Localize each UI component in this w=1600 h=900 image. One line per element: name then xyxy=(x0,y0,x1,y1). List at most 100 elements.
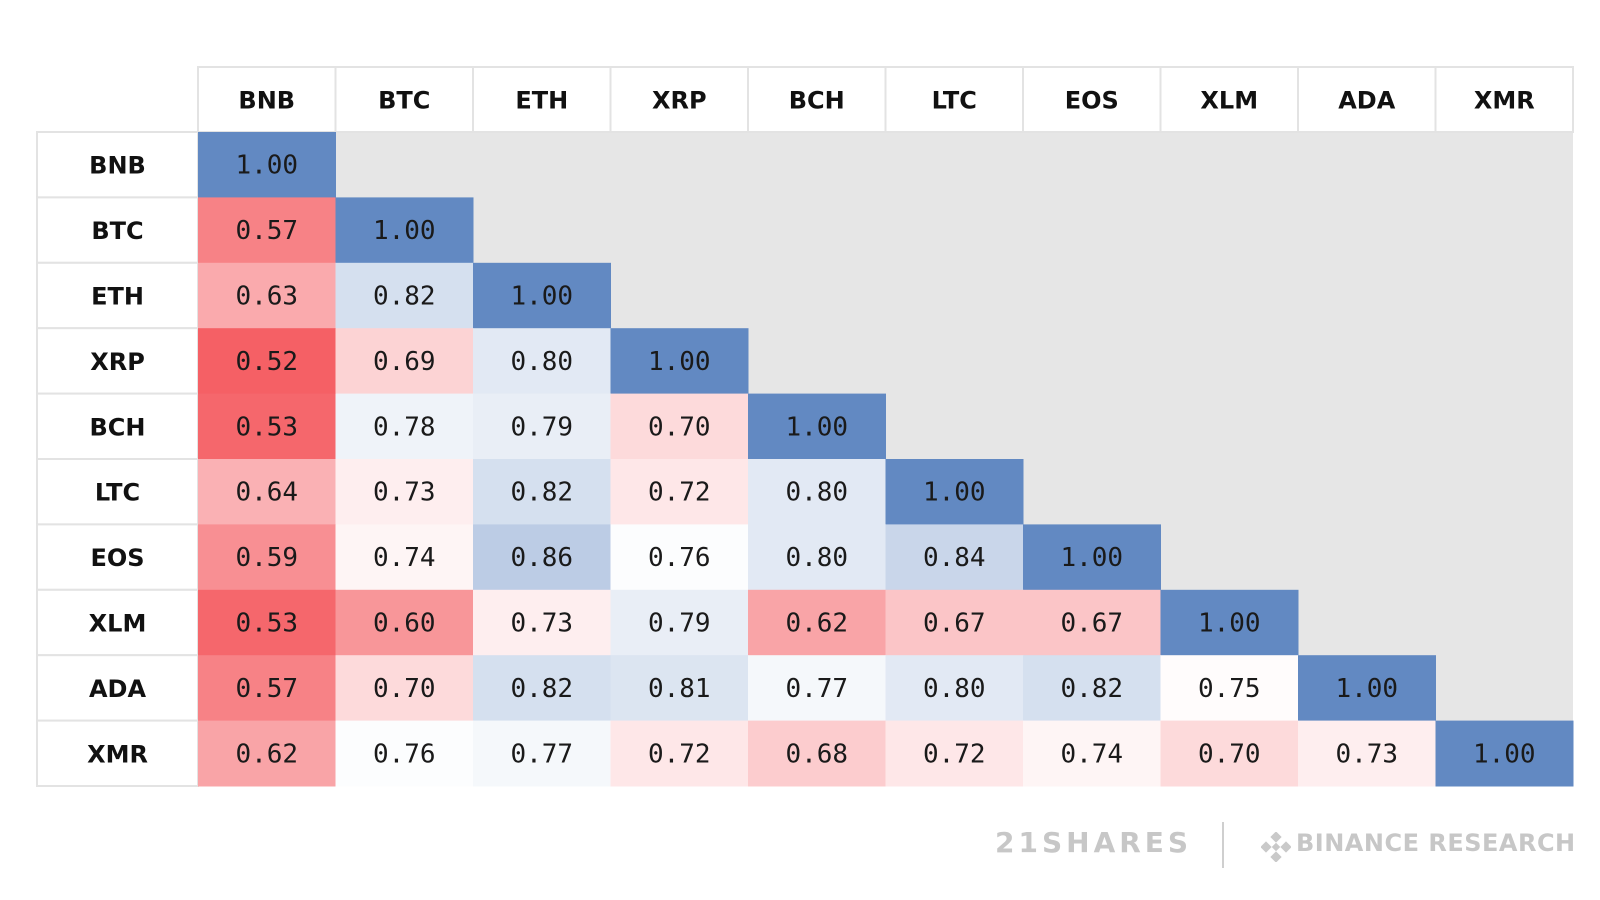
row-header-xmr: XMR xyxy=(87,740,148,768)
column-header-bch: BCH xyxy=(789,87,845,115)
column-header-eos: EOS xyxy=(1065,87,1119,115)
cell-value-label: 0.76 xyxy=(373,739,436,769)
cell-value-label: 0.52 xyxy=(235,347,298,377)
cell-value-label: 0.63 xyxy=(235,282,298,312)
heatmap-cell xyxy=(335,524,474,591)
heatmap-cell xyxy=(885,720,1024,787)
heatmap-cell xyxy=(198,393,336,460)
heatmap-cell xyxy=(610,393,749,460)
column-header-ada: ADA xyxy=(1338,87,1395,115)
cell-value-label: 1.00 xyxy=(923,478,986,508)
column-header-cell xyxy=(1159,66,1299,133)
heatmap-cell xyxy=(610,524,749,591)
cell-value-label: 1.00 xyxy=(648,347,711,377)
cell-value-label: 0.80 xyxy=(923,674,986,704)
heatmap-cell xyxy=(885,655,1024,722)
cell-value-label: 1.00 xyxy=(1060,543,1123,573)
cell-value-label: 0.86 xyxy=(510,543,573,573)
row-header-bnb: BNB xyxy=(89,152,146,180)
heatmap-cell xyxy=(198,524,336,591)
column-header-cell xyxy=(472,66,612,133)
cell-value-label: 0.60 xyxy=(373,609,436,639)
heatmap-cell xyxy=(885,524,1024,591)
cell-value-label: 0.73 xyxy=(510,609,573,639)
cell-value-label: 0.81 xyxy=(648,674,711,704)
heatmap-cell xyxy=(198,328,336,395)
row-header-cell xyxy=(36,458,199,526)
cell-value-label: 0.53 xyxy=(235,412,298,442)
cell-value-label: 0.74 xyxy=(373,543,436,573)
brand-binance-research: BINANCE RESEARCH xyxy=(1296,829,1576,857)
cell-value-label: 0.72 xyxy=(923,739,986,769)
header-grid xyxy=(36,66,1574,787)
row-header-bch: BCH xyxy=(90,413,146,441)
cell-value-label: 1.00 xyxy=(1335,674,1398,704)
cell-value-label: 0.77 xyxy=(785,674,848,704)
row-header-ltc: LTC xyxy=(95,479,140,507)
heatmap-cell xyxy=(748,524,886,591)
cell-value-label: 0.77 xyxy=(510,739,573,769)
column-header-cell xyxy=(747,66,887,133)
heatmap-cell xyxy=(610,328,749,395)
heatmap-cell xyxy=(198,720,336,787)
heatmap-cell xyxy=(198,589,336,656)
cell-value-label: 0.62 xyxy=(785,609,848,639)
heatmap-cell xyxy=(335,459,474,525)
heatmap-cell xyxy=(473,262,611,329)
cell-value-label: 0.82 xyxy=(510,674,573,704)
brand-21shares: 21SHARES xyxy=(995,826,1193,859)
cell-value-label: 0.79 xyxy=(648,609,711,639)
row-header-cell xyxy=(36,196,199,264)
cell-value-label: 0.53 xyxy=(235,609,298,639)
heatmap-cell xyxy=(748,589,886,656)
row-header-eth: ETH xyxy=(91,283,144,311)
column-header-btc: BTC xyxy=(378,87,430,115)
column-header-cell xyxy=(1434,66,1574,133)
row-header-btc: BTC xyxy=(91,217,143,245)
heatmap-cell xyxy=(473,459,611,525)
cell-value-label: 1.00 xyxy=(235,151,298,181)
cell-value-label: 0.82 xyxy=(373,282,436,312)
column-header-xmr: XMR xyxy=(1474,87,1535,115)
cell-value-label: 1.00 xyxy=(785,412,848,442)
heatmap-cell xyxy=(473,589,611,656)
heatmap-cell xyxy=(1023,655,1161,722)
column-header-cell xyxy=(1297,66,1437,133)
cell-value-label: 0.73 xyxy=(1335,739,1398,769)
cell-value-label: 0.82 xyxy=(1060,674,1123,704)
heatmap-cell xyxy=(335,197,474,264)
cell-value-label: 0.78 xyxy=(373,412,436,442)
cell-value-label: 0.79 xyxy=(510,412,573,442)
cell-value-label: 0.57 xyxy=(235,674,298,704)
heatmap-cell xyxy=(1160,720,1299,787)
column-header-cell xyxy=(884,66,1024,133)
cell-value-label: 1.00 xyxy=(1473,739,1536,769)
heatmap-cell xyxy=(610,459,749,525)
row-header-xrp: XRP xyxy=(90,348,145,376)
heatmap-cells xyxy=(198,132,1574,787)
heatmap-cell xyxy=(1023,720,1161,787)
row-header-cell xyxy=(36,654,199,722)
cell-value-label: 0.82 xyxy=(510,478,573,508)
heatmap-labels: BNB BTC ETH XRP BCH LTC EOS XLM ADA XMR BNB BTC ETH X… xyxy=(87,87,1536,770)
heatmap-cell xyxy=(748,655,886,722)
column-header-cell xyxy=(197,66,337,133)
row-header-cell xyxy=(36,261,199,330)
heatmap-cell xyxy=(473,328,611,395)
heatmap-cell xyxy=(748,393,886,460)
heatmap-cell xyxy=(473,655,611,722)
cell-value-label: 0.75 xyxy=(1198,674,1261,704)
heatmap-cell xyxy=(335,393,474,460)
cell-value-label: 0.72 xyxy=(648,739,711,769)
cell-value-label: 0.67 xyxy=(923,609,986,639)
column-header-cell xyxy=(609,66,749,133)
heatmap-cell xyxy=(748,720,886,787)
cell-value-label: 0.67 xyxy=(1060,609,1123,639)
row-header-ada: ADA xyxy=(89,675,146,703)
heatmap-cell xyxy=(1160,589,1299,656)
heatmap-cell xyxy=(885,589,1024,656)
row-header-cell xyxy=(36,327,199,395)
cell-value-label: 0.80 xyxy=(785,478,848,508)
brand-divider xyxy=(1222,822,1224,868)
